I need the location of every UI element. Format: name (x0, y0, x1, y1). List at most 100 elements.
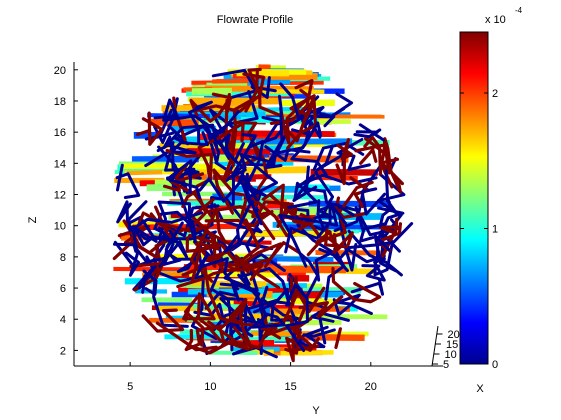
vessel-segment (269, 78, 314, 125)
vessel-segment (358, 123, 386, 142)
vessel-segment (157, 221, 184, 265)
flow-band (237, 265, 346, 274)
flow-band (191, 87, 232, 95)
vessel-segment (294, 286, 326, 330)
flow-band (126, 169, 163, 176)
vessel-segment (378, 169, 393, 228)
vessel-segment (124, 219, 158, 277)
z-tick-label: 2 (60, 345, 66, 357)
flow-band (150, 118, 199, 127)
y-tick-label: 15 (284, 381, 296, 393)
vessel-segment (208, 205, 276, 241)
colorbar-ticks: 0 1 2 (460, 88, 498, 371)
vessel-segment (211, 68, 258, 100)
vessel-segment (335, 137, 354, 186)
vessel-segment (154, 188, 208, 237)
z-tick-label: 14 (54, 158, 66, 170)
vessel-segment (380, 145, 404, 186)
chart-title: Flowrate Profile (217, 14, 293, 26)
vessel-segment (354, 143, 384, 153)
z-tick-label: 12 (54, 190, 66, 202)
flow-band (212, 78, 249, 84)
x-tick-label: 5 (443, 359, 449, 371)
y-axis-ticks: 5 10 15 20 (127, 362, 377, 393)
vessel-segment (167, 124, 216, 146)
vessel-segment (242, 72, 283, 118)
vessel-segment (251, 295, 286, 329)
vessel-segment (183, 295, 205, 347)
vessel-segment (223, 181, 252, 254)
vessel-segment (188, 100, 213, 146)
vessel-segment (189, 95, 232, 123)
vessel-segment (144, 108, 175, 141)
x-tick-label: 20 (448, 329, 460, 341)
colorbar-tick-label: 0 (492, 359, 498, 371)
vessel-segment (141, 308, 185, 333)
vessel-segment (279, 82, 300, 119)
vessel-segment (153, 98, 240, 135)
x-axis-line (431, 325, 439, 367)
x-tick-label: 15 (446, 339, 458, 351)
vessel-segment (287, 181, 319, 209)
z-tick-label: 16 (54, 127, 66, 139)
vessel-segment (164, 131, 209, 155)
colorbar-exponent-label: x 10 (485, 14, 506, 26)
vessel-segment (134, 228, 180, 247)
vessel-segment (298, 295, 344, 319)
flow-band (294, 333, 365, 342)
vessel-segment (271, 121, 323, 169)
vessel-segment (224, 96, 258, 153)
colorbar-tick-label: 2 (492, 88, 498, 100)
vessel-segment (198, 173, 259, 203)
vessel-segment (157, 200, 197, 244)
vessel-segment (112, 211, 145, 261)
vessel-segment (214, 142, 245, 173)
vessel-segment (162, 123, 219, 150)
z-axis-ticks: 2 4 6 8 10 12 14 16 18 20 (54, 65, 78, 357)
vessel-segment (112, 242, 166, 264)
vessel-segment (285, 283, 309, 353)
vessel-segment (141, 111, 164, 146)
vessel-segment (115, 163, 124, 192)
vessel-segment (135, 129, 150, 137)
colorbar-exponent-power: -4 (515, 6, 523, 15)
y-axis-label: Y (312, 405, 320, 417)
vessel-segment (207, 326, 278, 351)
vessel-segment (314, 251, 349, 282)
vessel-segment (284, 94, 316, 143)
vessel-segment (378, 222, 403, 237)
x-tick-label: 10 (445, 349, 457, 361)
vessel-segment (264, 94, 284, 170)
vessel-segment (184, 324, 223, 352)
vessel-segment (314, 170, 355, 219)
vessel-segment (172, 96, 187, 142)
vessel-segment (353, 132, 371, 139)
vessel-segment (170, 172, 227, 244)
vessel-network (112, 64, 414, 363)
y-tick-label: 20 (365, 381, 377, 393)
vessel-segment (324, 222, 354, 256)
z-tick-label: 8 (60, 252, 66, 264)
vessel-segment (231, 139, 265, 206)
flow-band (280, 350, 334, 356)
vessel-segment (166, 159, 202, 200)
colorbar (459, 31, 489, 365)
z-tick-label: 18 (54, 96, 66, 108)
z-axis-label: Z (27, 216, 39, 223)
vessel-segment (360, 187, 387, 216)
vessel-segment (359, 148, 378, 165)
vessel-segment (334, 327, 342, 350)
vessel-segment (157, 145, 202, 195)
vessel-segment (361, 257, 386, 282)
z-tick-label: 20 (54, 65, 66, 77)
vessel-segment (312, 142, 365, 172)
vessel-segment (234, 120, 261, 167)
vessel-segment (191, 67, 262, 114)
vessel-segment (290, 120, 328, 177)
vessel-segment (331, 266, 382, 304)
vessel-segment (127, 200, 204, 233)
flow-band (258, 64, 271, 71)
vessel-segment (293, 344, 320, 352)
